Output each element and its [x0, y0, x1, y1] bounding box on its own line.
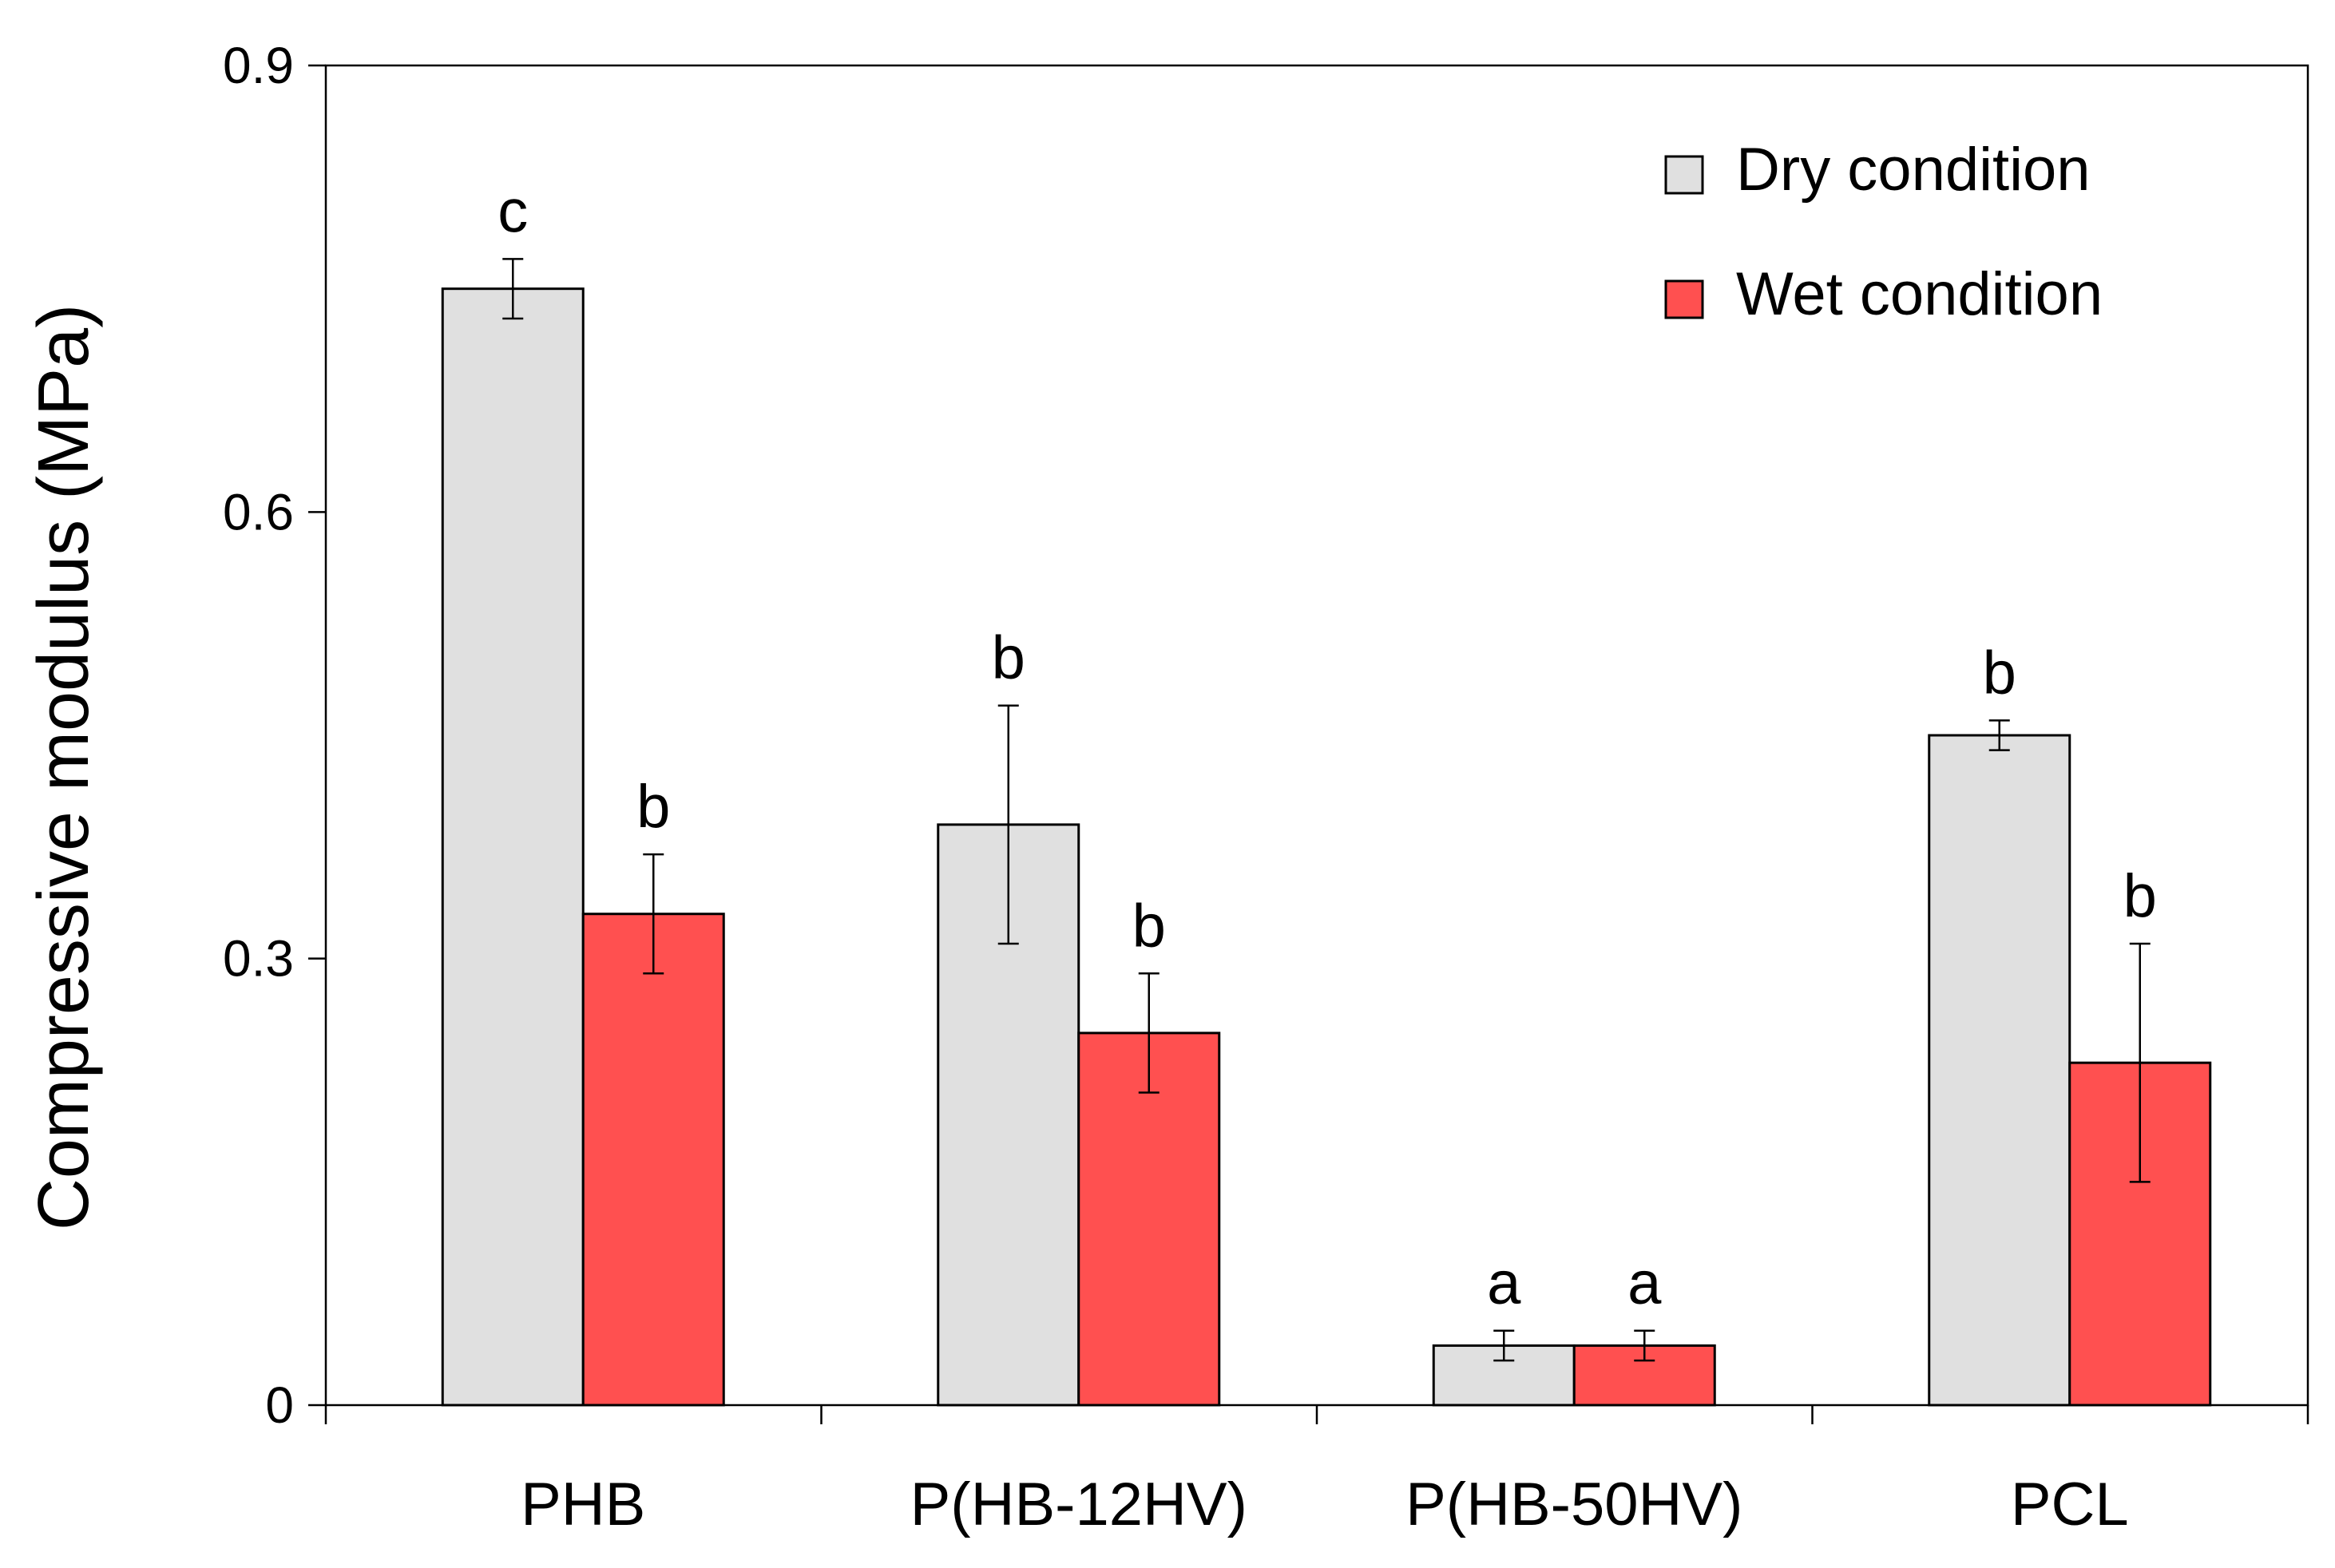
- legend-label: Wet condition: [1736, 260, 2103, 328]
- bars: [441, 287, 2212, 1407]
- bar-wet-0: [581, 913, 725, 1407]
- significance-label: b: [636, 773, 670, 841]
- legend: Dry condition Wet condition: [1664, 136, 2103, 328]
- y-tick-label: 0.3: [223, 930, 294, 988]
- significance-label: c: [498, 177, 528, 245]
- significance-label: a: [1487, 1249, 1521, 1317]
- legend-swatch-1: [1664, 279, 1704, 319]
- x-axis: PHB P(HB-12HV) P(HB-50HV) PCL: [324, 1405, 2309, 1538]
- error-bars: [502, 258, 2151, 1362]
- significance-label: b: [992, 624, 1025, 692]
- x-category-label: PCL: [2011, 1471, 2129, 1538]
- y-axis-title: Compressive modulus (MPa): [24, 304, 104, 1230]
- x-category-label: P(HB-12HV): [910, 1471, 1247, 1538]
- x-category-label: P(HB-50HV): [1405, 1471, 1742, 1538]
- significance-label: b: [1132, 892, 1166, 960]
- y-tick-label: 0.6: [223, 483, 294, 540]
- y-axis: 0 0.3 0.6 0.9: [223, 37, 326, 1434]
- bar-wet-1: [1077, 1031, 1221, 1407]
- legend-label: Dry condition: [1736, 136, 2091, 204]
- significance-label: a: [1627, 1249, 1662, 1317]
- x-category-label: PHB: [521, 1471, 645, 1538]
- legend-swatch-0: [1664, 155, 1704, 195]
- bar-dry-3: [1928, 734, 2071, 1407]
- significance-labels: c b b b a a b b: [498, 177, 2157, 1317]
- y-tick-label: 0: [265, 1376, 294, 1434]
- significance-label: b: [2123, 862, 2157, 930]
- y-tick-label: 0.9: [223, 37, 294, 94]
- significance-label: b: [1983, 639, 2016, 707]
- bar-dry-0: [441, 287, 585, 1407]
